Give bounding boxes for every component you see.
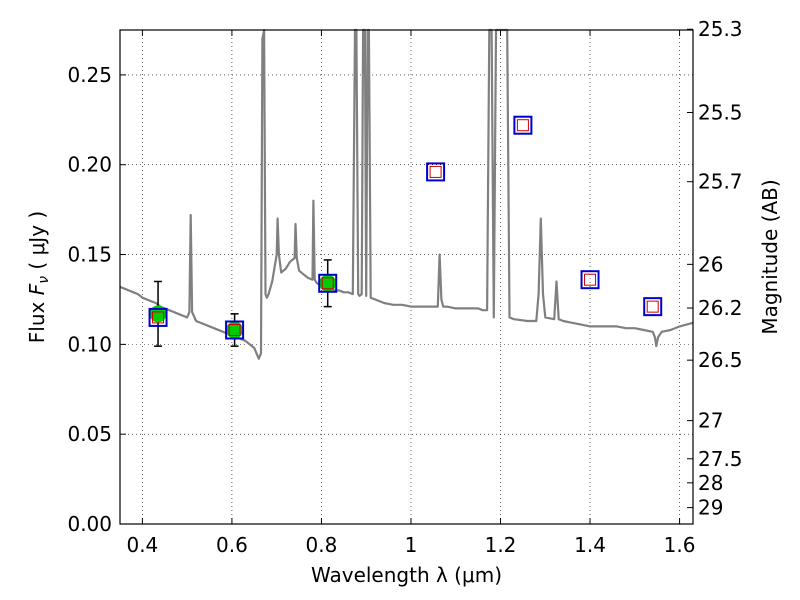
y2-tick-label: 26.5 bbox=[698, 348, 743, 372]
x-tick-label: 0.6 bbox=[216, 533, 248, 557]
x-tick-label: 0.4 bbox=[126, 533, 158, 557]
model-phot-outer-square bbox=[580, 270, 600, 290]
model-phot-outer-square bbox=[318, 273, 338, 293]
model-phot-outer-square bbox=[225, 320, 245, 340]
model-photometry-points bbox=[148, 115, 663, 340]
x-axis-label: Wavelength λ (μm) bbox=[311, 563, 502, 587]
y2-tick-label: 26 bbox=[698, 252, 723, 276]
y-axis-label: Flux Fν ( μJy ) bbox=[25, 211, 52, 343]
y2-tick-label: 27.5 bbox=[698, 447, 743, 471]
y2-tick-label: 25.3 bbox=[698, 17, 743, 41]
y-tick-label: 0.05 bbox=[67, 422, 112, 446]
x-tick-label: 1.4 bbox=[574, 533, 606, 557]
axis-ticks bbox=[120, 28, 693, 525]
y-tick-label: 0.25 bbox=[67, 63, 112, 87]
plot-frame bbox=[119, 29, 694, 525]
y-axis-label-subscript: ν bbox=[36, 276, 52, 284]
y-axis-label-prefix: Flux bbox=[25, 295, 49, 343]
y2-tick-label: 25.7 bbox=[698, 170, 743, 194]
model-phot-outer-square bbox=[148, 307, 168, 327]
y2-tick-label: 28 bbox=[698, 471, 723, 495]
y-axis-label-symbol: F bbox=[25, 283, 49, 295]
model-phot-inner-square bbox=[516, 119, 529, 132]
x-tick-label: 1 bbox=[405, 533, 418, 557]
x-tick-label: 1.6 bbox=[664, 533, 696, 557]
y-tick-label: 0.10 bbox=[67, 332, 112, 356]
model-spectrum bbox=[119, 28, 694, 360]
y2-axis-label: Magnitude (AB) bbox=[758, 179, 782, 334]
y2-tick-label: 29 bbox=[698, 496, 723, 520]
y2-tick-label: 26.2 bbox=[698, 296, 743, 320]
y2-tick-label: 25.5 bbox=[698, 100, 743, 124]
model-phot-outer-square bbox=[643, 297, 663, 317]
model-phot-outer-square bbox=[426, 162, 446, 182]
spectrum-line bbox=[119, 28, 694, 360]
x-tick-labels: 0.4 0.6 0.8 1 1.2 1.4 1.6 bbox=[126, 533, 695, 557]
y-axis-label-suffix: ( μJy ) bbox=[25, 211, 49, 276]
x-tick-label: 0.8 bbox=[306, 533, 338, 557]
x-tick-label: 1.2 bbox=[485, 533, 517, 557]
y-tick-labels: 0.00 0.05 0.10 0.15 0.20 0.25 bbox=[67, 63, 112, 536]
model-phot-outer-square bbox=[513, 115, 533, 135]
y-tick-label: 0.15 bbox=[67, 243, 112, 267]
y-tick-label: 0.20 bbox=[67, 153, 112, 177]
y2-tick-label: 27 bbox=[698, 409, 723, 433]
y-tick-label: 0.00 bbox=[67, 512, 112, 536]
model-phot-inner-square bbox=[228, 323, 241, 336]
model-phot-inner-square bbox=[584, 273, 597, 286]
model-phot-inner-square bbox=[152, 311, 165, 324]
model-phot-inner-square bbox=[321, 277, 334, 290]
grid-lines bbox=[120, 30, 693, 525]
model-phot-inner-square bbox=[429, 165, 442, 178]
model-phot-inner-square bbox=[646, 300, 659, 313]
